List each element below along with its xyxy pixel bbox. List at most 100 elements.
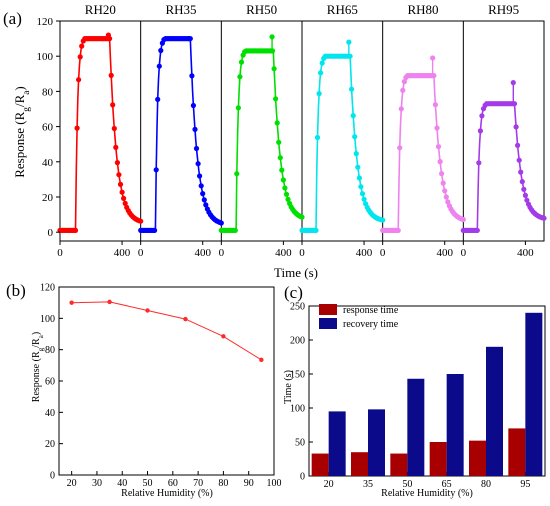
- bar-response-time: [351, 452, 368, 476]
- panel-c-y-axis-label: Time (s): [283, 370, 294, 404]
- data-point-rh50: [237, 74, 243, 80]
- data-point-rh80: [397, 145, 403, 151]
- panel-b-x-tick-label: 50: [143, 478, 153, 489]
- panel-c-y-tick-label: 50: [295, 438, 305, 449]
- data-point-rh20: [121, 195, 127, 201]
- data-point-rh20: [117, 181, 124, 187]
- data-point-rh65: [350, 113, 356, 119]
- data-point-rh35: [193, 145, 200, 152]
- data-point-rh50: [279, 167, 285, 173]
- bar-recovery-time: [328, 411, 346, 476]
- facet-title-rh35: RH35: [165, 2, 196, 17]
- series-line-rh20: [60, 37, 141, 232]
- panel-b-x-tick-label: 80: [218, 478, 228, 489]
- data-point-rh95: [541, 215, 547, 221]
- bar-recovery-time: [446, 374, 464, 476]
- data-point-rh65: [359, 191, 366, 197]
- data-point-rh35: [152, 227, 158, 233]
- data-point-rh20: [114, 160, 120, 166]
- panel-c-x-tick-label: 80: [481, 479, 491, 490]
- data-point-rh50: [276, 139, 282, 145]
- data-point-rh50: [283, 191, 290, 197]
- data-point-rh80: [401, 79, 407, 85]
- panel-b-x-tick-label: 70: [193, 478, 203, 489]
- data-point-rh50: [277, 155, 283, 161]
- facet-title-rh20: RH20: [85, 2, 116, 17]
- panel-c-y-tick-label: 0: [300, 472, 305, 483]
- data-point-rh20: [76, 77, 82, 83]
- data-point-rh80: [434, 125, 440, 131]
- panel-a-x-tick-label: 0: [380, 247, 386, 259]
- panel-b-x-tick-label: 100: [267, 478, 282, 489]
- data-point-rh35: [186, 36, 192, 42]
- data-point-rh65: [380, 217, 386, 223]
- data-point-rh65: [358, 184, 364, 190]
- data-point-rh95: [518, 169, 524, 175]
- panel-a-y-tick-label: 100: [37, 51, 54, 63]
- panel-b-y-tick-label: 60: [45, 377, 55, 388]
- bar-response-time: [469, 440, 486, 476]
- data-point-rh20: [116, 172, 122, 178]
- data-point-rh50: [238, 59, 245, 65]
- panel-label-a: (a): [3, 9, 22, 28]
- data-point-rh50: [274, 120, 280, 126]
- panel-a-x-tick-label: 400: [194, 247, 211, 259]
- data-point-rh35: [153, 167, 159, 173]
- data-point-rh50: [234, 171, 240, 177]
- panel-b-x-tick-label: 60: [168, 478, 178, 489]
- bar-response-time: [390, 453, 408, 476]
- data-point-rh35: [155, 96, 161, 102]
- panel-label-b: (b): [6, 281, 26, 300]
- data-point-rh50: [280, 177, 286, 183]
- data-point-response: [259, 357, 264, 363]
- panel-b-y-tick-label: 80: [45, 345, 55, 356]
- panel-c-frame: [308, 305, 546, 477]
- panel-b-y-tick-label: 120: [40, 283, 55, 294]
- data-point-rh35: [197, 173, 203, 179]
- data-point-rh50: [285, 196, 291, 202]
- panel-a-y-tick-label: 40: [42, 157, 54, 169]
- data-point-rh65: [316, 91, 322, 97]
- panel-a-y-tick-label: 120: [37, 16, 54, 28]
- panel-b-y-tick-label: 20: [45, 439, 55, 450]
- data-point-rh95: [516, 157, 522, 163]
- data-point-rh65: [361, 196, 367, 202]
- data-point-rh35: [156, 63, 162, 69]
- panel-c-x-tick-label: 35: [363, 479, 373, 490]
- data-point-rh80: [395, 227, 401, 233]
- data-point-rh50: [232, 227, 238, 233]
- bar-recovery-time: [368, 409, 385, 476]
- data-point-rh50: [235, 105, 241, 111]
- bar-response-time: [508, 428, 526, 476]
- panel-b-y-tick-label: 0: [50, 471, 55, 482]
- data-point-rh20: [74, 125, 80, 131]
- data-point-rh80: [442, 188, 448, 194]
- data-point-rh65: [319, 60, 325, 66]
- bar-recovery-time: [486, 346, 503, 476]
- panel-b-x-axis-label: Relative Humidity (%): [121, 488, 213, 499]
- data-point-rh50: [273, 96, 279, 102]
- panel-a-x-tick-label: 400: [436, 247, 453, 259]
- panel-c-x-tick-label: 20: [324, 479, 334, 490]
- bar-response-time: [311, 453, 329, 476]
- data-point-rh80: [443, 194, 449, 200]
- facet-title-rh80: RH80: [407, 2, 438, 17]
- data-point-rh95: [513, 124, 519, 130]
- data-point-rh35: [189, 73, 195, 79]
- data-point-rh65: [355, 164, 361, 170]
- data-point-rh65: [353, 151, 359, 157]
- panel-c-y-tick-label: 100: [290, 404, 305, 415]
- facet-title-rh65: RH65: [327, 2, 358, 17]
- panel-a-y-tick-label: 60: [42, 122, 54, 134]
- data-point-rh20: [113, 144, 119, 150]
- data-point-rh20: [77, 54, 83, 60]
- legend-label-response-time: response time: [343, 305, 399, 316]
- panel-a-x-axis-label: Time (s): [274, 265, 318, 280]
- panel-a-y-tick-label: 20: [42, 192, 54, 204]
- panel-c-x-tick-label: 50: [402, 479, 412, 490]
- panel-b-x-tick-label: 40: [117, 478, 127, 489]
- series-line-response: [71, 301, 262, 361]
- panel-b-y-axis-label: Response (Rg/Ra): [31, 332, 45, 402]
- panel-b-y-tick-label: 40: [45, 408, 55, 419]
